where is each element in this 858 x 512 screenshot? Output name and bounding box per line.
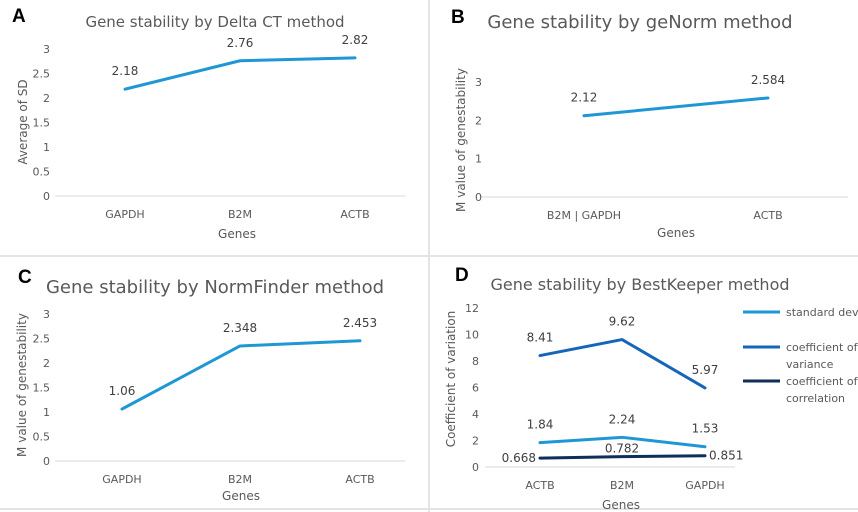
panel-b-y-axis-label: M value of genestability: [454, 68, 468, 212]
panel-b-x-tick-label: ACTB: [753, 209, 782, 222]
panel-c-y-tick-label: 0: [43, 455, 50, 468]
panel-d-y-tick-label: 8: [472, 355, 479, 368]
panel-a-series-line-1: [123, 56, 357, 91]
panel-a-x-axis-label: Genes: [218, 227, 256, 241]
panel-c-y-tick-label: 2.5: [33, 333, 51, 346]
panel-c-y-tick-label: 1: [43, 406, 50, 419]
panel-d-x-tick-label: B2M: [610, 479, 634, 492]
panel-a-y-tick-label: 0.5: [33, 166, 51, 179]
panel-a-y-tick-label: 1.5: [33, 117, 51, 130]
panel-b-y-tick-label: 0: [475, 191, 482, 204]
panel-c-x-tick-label: B2M: [228, 473, 252, 486]
panel-c-data-label: 1.06: [109, 384, 136, 398]
panel-d-data-label: 0.668: [502, 451, 536, 465]
panel-a-data-label: 2.82: [342, 33, 369, 47]
panel-divider-bottom: [0, 508, 858, 510]
panel-a-y-tick-label: 0: [43, 190, 50, 203]
panel-d-x-axis-label: Genes: [602, 498, 640, 512]
panel-c-y-tick-label: 3: [43, 308, 50, 321]
panel-b-y-tick-label: 2: [475, 114, 482, 127]
panel-b-x-axis-label: Genes: [657, 226, 695, 240]
panel-c-letter: C: [18, 267, 32, 288]
panel-a-y-tick-label: 1: [43, 141, 50, 154]
panel-d-data-label: 2.24: [609, 412, 636, 426]
panel-d-y-axis-label: Coefficient of variation: [444, 311, 458, 448]
panel-b-data-label: 2.584: [751, 73, 785, 87]
panel-c-series-line-1: [120, 339, 362, 411]
panel-a-y-tick-label: 2.5: [33, 68, 51, 81]
panel-b-title: Gene stability by geNorm method: [487, 12, 792, 33]
panel-d-series-line-1: [538, 435, 707, 449]
panel-a-title: Gene stability by Delta CT method: [85, 13, 344, 31]
panel-d-legend-text: correlation: [786, 392, 845, 405]
panel-c-data-label: 2.348: [223, 321, 257, 335]
panel-c-x-tick-label: ACTB: [345, 473, 374, 486]
panel-a-x-tick-label: GAPDH: [105, 208, 144, 221]
panel-a-data-label: 2.18: [112, 64, 139, 78]
panel-d-y-tick-label: 10: [465, 329, 479, 342]
panel-d-y-tick-label: 6: [472, 382, 479, 395]
panel-d-data-label: 0.782: [605, 442, 639, 456]
panel-a-x-tick-label: ACTB: [340, 208, 369, 221]
panel-c-x-axis-label: Genes: [222, 489, 260, 503]
panel-d-data-label: 8.41: [527, 331, 554, 345]
panel-b-letter: B: [451, 7, 465, 28]
panel-a-y-axis-label: Average of SD: [16, 79, 30, 164]
panel-d-data-label: 5.97: [692, 363, 719, 377]
panel-c-y-tick-label: 2: [43, 357, 50, 370]
panel-b-y-tick-label: 1: [475, 153, 482, 166]
panel-d-y-tick-label: 12: [465, 302, 479, 315]
panel-d-data-label: 1.84: [527, 418, 554, 432]
panel-d-title: Gene stability by BestKeeper method: [490, 275, 789, 294]
panel-c-x-tick-label: GAPDH: [102, 473, 141, 486]
panel-d-data-label: 9.62: [609, 315, 636, 329]
panel-c-y-axis-label: M value of genestability: [15, 313, 29, 457]
panel-d-legend-text: coefficient of: [786, 375, 858, 388]
panel-a-x-tick-label: B2M: [228, 208, 252, 221]
panel-c-data-label: 2.453: [343, 316, 377, 330]
panel-a-letter: A: [12, 6, 26, 27]
panel-d-data-label: 0.851: [709, 449, 743, 463]
panel-c-y-tick-label: 0.5: [33, 431, 51, 444]
panel-d-x-tick-label: GAPDH: [685, 479, 724, 492]
panel-d-legend-text: coefficient of: [786, 341, 858, 354]
panel-c-y-tick-label: 1.5: [33, 382, 51, 395]
panel-divider-horizontal: [0, 255, 858, 257]
panel-d-legend-text: standard deviation: [786, 306, 858, 319]
panel-a-y-tick-label: 3: [43, 43, 50, 56]
panel-d-data-label: 1.53: [692, 422, 719, 436]
panel-b-series-line-1: [582, 96, 770, 118]
panel-d-series-line-3: [538, 454, 707, 460]
panel-d-y-tick-label: 0: [472, 461, 479, 474]
panel-d-y-tick-label: 4: [472, 408, 479, 421]
panel-d-letter: D: [455, 265, 469, 286]
panel-d-y-tick-label: 2: [472, 435, 479, 448]
panel-b-x-tick-label: B2M | GAPDH: [547, 209, 621, 222]
panel-b-data-label: 2.12: [571, 91, 598, 105]
panel-d-x-tick-label: ACTB: [525, 479, 554, 492]
panel-d-series-line-2: [538, 338, 707, 390]
panel-a-y-tick-label: 2: [43, 92, 50, 105]
panel-c-title: Gene stability by NormFinder method: [46, 277, 384, 298]
panel-a-data-label: 2.76: [227, 36, 254, 50]
panel-b-y-tick-label: 3: [475, 76, 482, 89]
panel-d-legend-text: variance: [786, 358, 834, 371]
